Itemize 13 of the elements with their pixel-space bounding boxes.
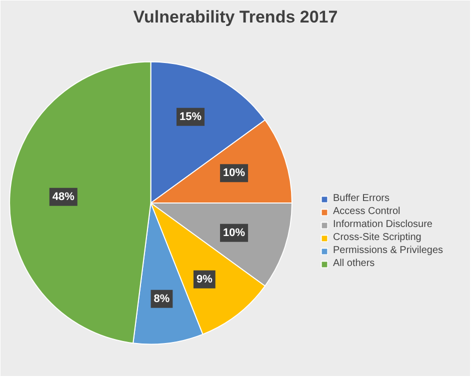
data-label: 48% [52,190,75,203]
legend-label: All others [333,258,375,269]
data-label: 15% [180,110,202,123]
legend-label: Cross-Site Scripting [333,232,422,243]
data-label: 10% [223,167,246,180]
legend-label: Information Disclosure [333,219,432,230]
legend-label: Permissions & Privileges [333,245,444,256]
chart-title: Vulnerability Trends 2017 [133,8,338,26]
legend-label: Buffer Errors [333,193,390,204]
data-label: 9% [196,273,213,286]
data-label: 10% [223,226,246,239]
legend-label: Access Control [333,206,400,217]
data-label: 8% [154,292,170,305]
